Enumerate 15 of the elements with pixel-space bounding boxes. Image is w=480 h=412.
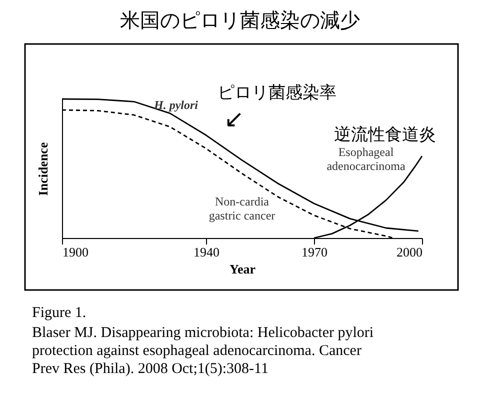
x-tick-label: 1970 — [302, 244, 328, 260]
x-tick-label: 1940 — [194, 244, 220, 260]
series-label: Esophageal adenocarcinoma — [326, 144, 406, 173]
annotation: 逆流性食道炎 — [334, 125, 436, 145]
text: Blaser MJ. Disappearing microbiota: Helicobacter pylori protection against esophageal adenocarcinoma. Cancer Prev Res (Phila). 2008 Oct;1(5):308-11 — [32, 325, 374, 377]
caption: Figure 1. — [32, 305, 86, 321]
x-tick-label: 1900 — [62, 244, 88, 260]
x-tick-label: 2000 — [396, 244, 422, 260]
annotation: ピロリ菌感染率 — [218, 83, 336, 103]
annotation: ↙ — [224, 105, 244, 133]
chart-title: 米国のピロリ菌感染の減少 — [120, 8, 360, 32]
series-label: Non-cardia gastric cancer — [208, 194, 276, 223]
x-axis-title: Year — [230, 262, 256, 276]
y-axis-title: Incidence — [36, 142, 50, 196]
series-label: H. pylori — [153, 98, 199, 112]
